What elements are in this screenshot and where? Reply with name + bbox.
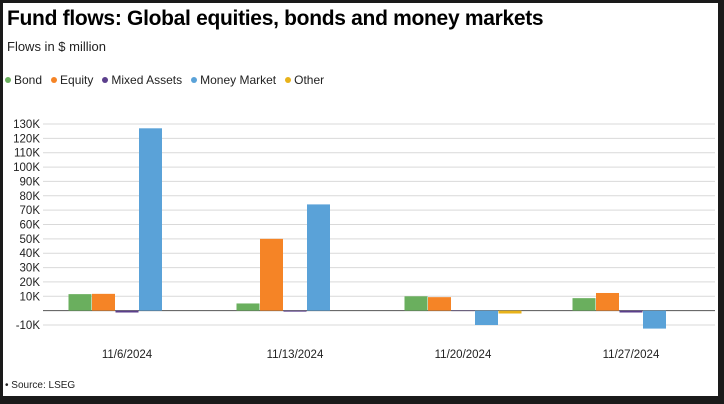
- bar-other: [498, 310, 522, 314]
- y-tick-label: 30K: [20, 263, 41, 275]
- x-tick-label: 11/20/2024: [435, 349, 492, 361]
- bar-equity: [596, 292, 619, 311]
- legend-item-bond: Bond: [5, 73, 42, 87]
- legend-item-money-market: Money Market: [191, 73, 276, 87]
- bar-mixed-assets: [619, 310, 643, 313]
- x-tick-label: 11/6/2024: [102, 349, 153, 361]
- y-tick-label: 20K: [20, 277, 41, 289]
- chart-title: Fund flows: Global equities, bonds and m…: [7, 7, 544, 30]
- legend-swatch: [5, 77, 11, 83]
- bar-mixed-assets: [115, 310, 139, 313]
- legend-label: Equity: [60, 73, 94, 87]
- bar-equity: [260, 238, 283, 311]
- y-tick-label: 80K: [20, 191, 41, 203]
- chart-card: Fund flows: Global equities, bonds and m…: [3, 3, 718, 396]
- legend-swatch: [102, 77, 109, 83]
- bar-bond: [236, 303, 260, 311]
- y-tick-label: 130K: [13, 119, 40, 131]
- y-tick-label: 70K: [20, 205, 41, 217]
- y-tick-label: 110K: [14, 148, 40, 160]
- chart-subtitle: Flows in $ million: [7, 39, 106, 54]
- bar-money-market: [475, 310, 498, 325]
- legend-label: Other: [294, 73, 325, 87]
- bar-bond: [572, 298, 596, 311]
- bar-money-market: [643, 310, 666, 329]
- bar-equity: [92, 293, 115, 311]
- legend-item-other: Other: [285, 73, 324, 87]
- source-note: • Source: LSEG: [5, 380, 76, 391]
- legend-swatch: [285, 77, 292, 83]
- legend-item-equity: Equity: [51, 73, 93, 87]
- y-tick-label: 120K: [13, 133, 40, 145]
- bar-bond: [404, 296, 428, 311]
- bar-chart: -10K 10K 20K 30K 40K 50K 60K 70K 80K 90K 100K 110K 1…: [13, 119, 715, 361]
- legend-label: Mixed Assets: [111, 73, 183, 87]
- bar-money-market: [139, 128, 162, 311]
- legend-label: Bond: [14, 73, 43, 87]
- legend-item-mixed-assets: Mixed Assets: [102, 73, 182, 87]
- y-tick-label: 40K: [20, 248, 41, 260]
- y-tick-label: 10K: [20, 291, 41, 303]
- bar-money-market: [307, 204, 330, 311]
- y-tick-label: 60K: [20, 220, 41, 232]
- x-tick-label: 11/27/2024: [603, 349, 660, 361]
- y-tick-label: 50K: [20, 234, 41, 246]
- bar-equity: [428, 297, 451, 311]
- y-tick-label: 90K: [20, 176, 41, 188]
- y-tick-label: -10K: [16, 320, 41, 332]
- bar-mixed-assets: [283, 310, 307, 312]
- chart-legend: Bond Equity Mixed Assets Money Market Other: [5, 73, 333, 87]
- legend-swatch: [191, 77, 198, 83]
- y-tick-label: 100K: [13, 162, 40, 174]
- legend-swatch: [51, 77, 58, 83]
- x-tick-label: 11/13/2024: [267, 349, 324, 361]
- legend-label: Money Market: [200, 73, 277, 87]
- bar-bond: [68, 294, 92, 311]
